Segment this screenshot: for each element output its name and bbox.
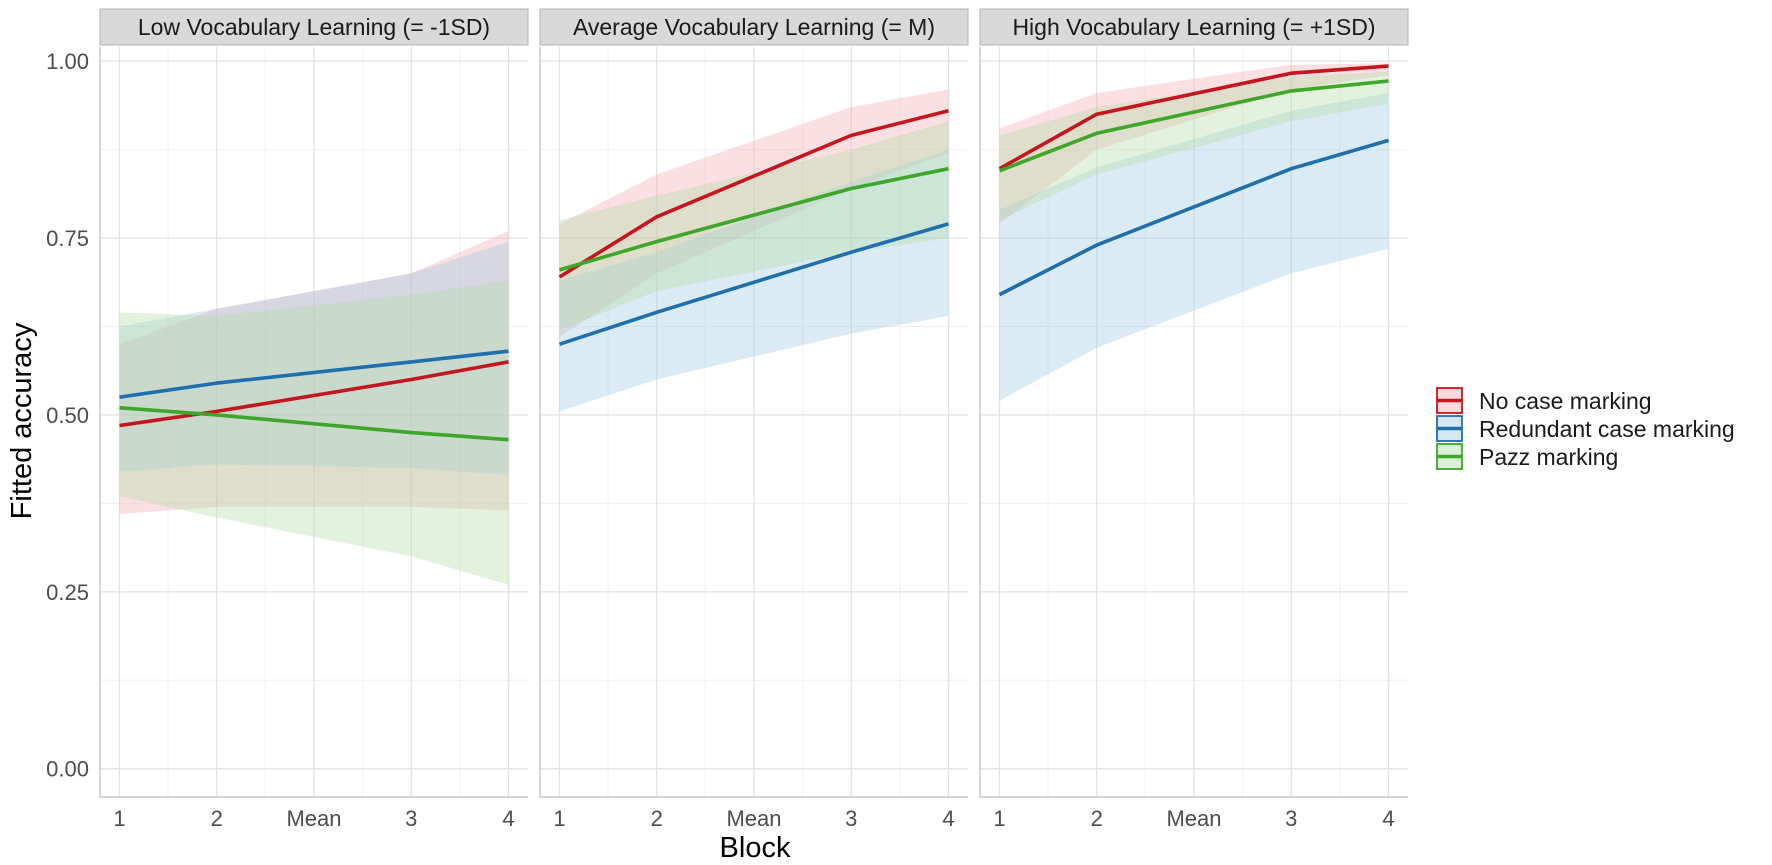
y-tick-label: 1.00 (46, 49, 89, 74)
x-tick-label: 3 (845, 806, 857, 831)
x-tick-label: Mean (286, 806, 341, 831)
legend-label: Redundant case marking (1479, 416, 1735, 442)
confidence-band (559, 121, 949, 330)
legend-item: No case marking (1436, 387, 1652, 414)
x-tick-label: 2 (651, 806, 663, 831)
series-line (998, 138, 1390, 297)
y-axis-title: Fitted accuracy (6, 322, 38, 519)
panel-strip-title: Average Vocabulary Learning (= M) (573, 14, 935, 40)
x-tick-label: 2 (211, 806, 223, 831)
x-tick-label: 1 (113, 806, 125, 831)
panels-layer: Low Vocabulary Learning (= -1SD) 1 2 Mean 3 4… (99, 8, 1409, 831)
panel-strip-title: Low Vocabulary Learning (= -1SD) (138, 14, 490, 40)
panel-grid (540, 47, 968, 797)
x-tick-label: 3 (405, 806, 417, 831)
x-axis-title: Block (720, 832, 791, 864)
series-line (119, 360, 509, 428)
x-tick-labels: 1 2 Mean 3 4 (113, 806, 514, 831)
panel-grid (100, 47, 528, 797)
y-tick-label: 0.75 (46, 226, 89, 251)
confidence-band (999, 71, 1389, 221)
x-tick-label: 4 (942, 806, 954, 831)
confidence-band (119, 241, 509, 476)
y-axis: 0.00 0.25 0.50 0.75 1.00 (46, 49, 89, 782)
x-tick-label: 4 (1382, 806, 1394, 831)
y-tick-label: 0.50 (46, 403, 89, 428)
x-tick-labels: 1 2 Mean 3 4 (553, 806, 954, 831)
legend-item: Pazz marking (1436, 443, 1618, 470)
panel-3: High Vocabulary Learning (= +1SD) 1 2 Mean 3… (979, 8, 1409, 831)
panel-grid (980, 47, 1408, 797)
legend-label: No case marking (1479, 388, 1652, 414)
panel-strip (979, 8, 1409, 46)
y-tick-label: 0.25 (46, 580, 89, 605)
panel-2: Average Vocabulary Learning (= M) 1 2 Mean 3… (539, 8, 969, 831)
legend-label: Pazz marking (1479, 444, 1618, 470)
series-line (998, 64, 1389, 171)
x-tick-label: Mean (1166, 806, 1221, 831)
x-tick-label: 2 (1091, 806, 1103, 831)
series-line (119, 349, 509, 399)
series-lines (119, 349, 509, 442)
x-tick-label: 4 (502, 806, 514, 831)
series-line (558, 222, 950, 346)
x-tick-label: Mean (726, 806, 781, 831)
series-line (558, 166, 949, 272)
panel-strip (539, 8, 969, 46)
confidence-band (999, 63, 1389, 224)
series-line (119, 406, 509, 442)
panel-strip (99, 8, 529, 46)
series-lines (998, 64, 1390, 297)
y-tick-label: 0.00 (46, 757, 89, 782)
legend-item: Redundant case marking (1436, 415, 1735, 442)
x-tick-label: 1 (993, 806, 1005, 831)
x-tick-label: 3 (1285, 806, 1297, 831)
x-tick-label: 1 (553, 806, 565, 831)
panel-strip-title: High Vocabulary Learning (= +1SD) (1012, 14, 1375, 40)
x-tick-labels: 1 2 Mean 3 4 (993, 806, 1394, 831)
series-line (998, 79, 1389, 173)
series-lines (558, 108, 950, 346)
panel-1: Low Vocabulary Learning (= -1SD) 1 2 Mean 3 4 (99, 8, 529, 831)
confidence-band (119, 280, 509, 585)
series-line (558, 108, 949, 279)
